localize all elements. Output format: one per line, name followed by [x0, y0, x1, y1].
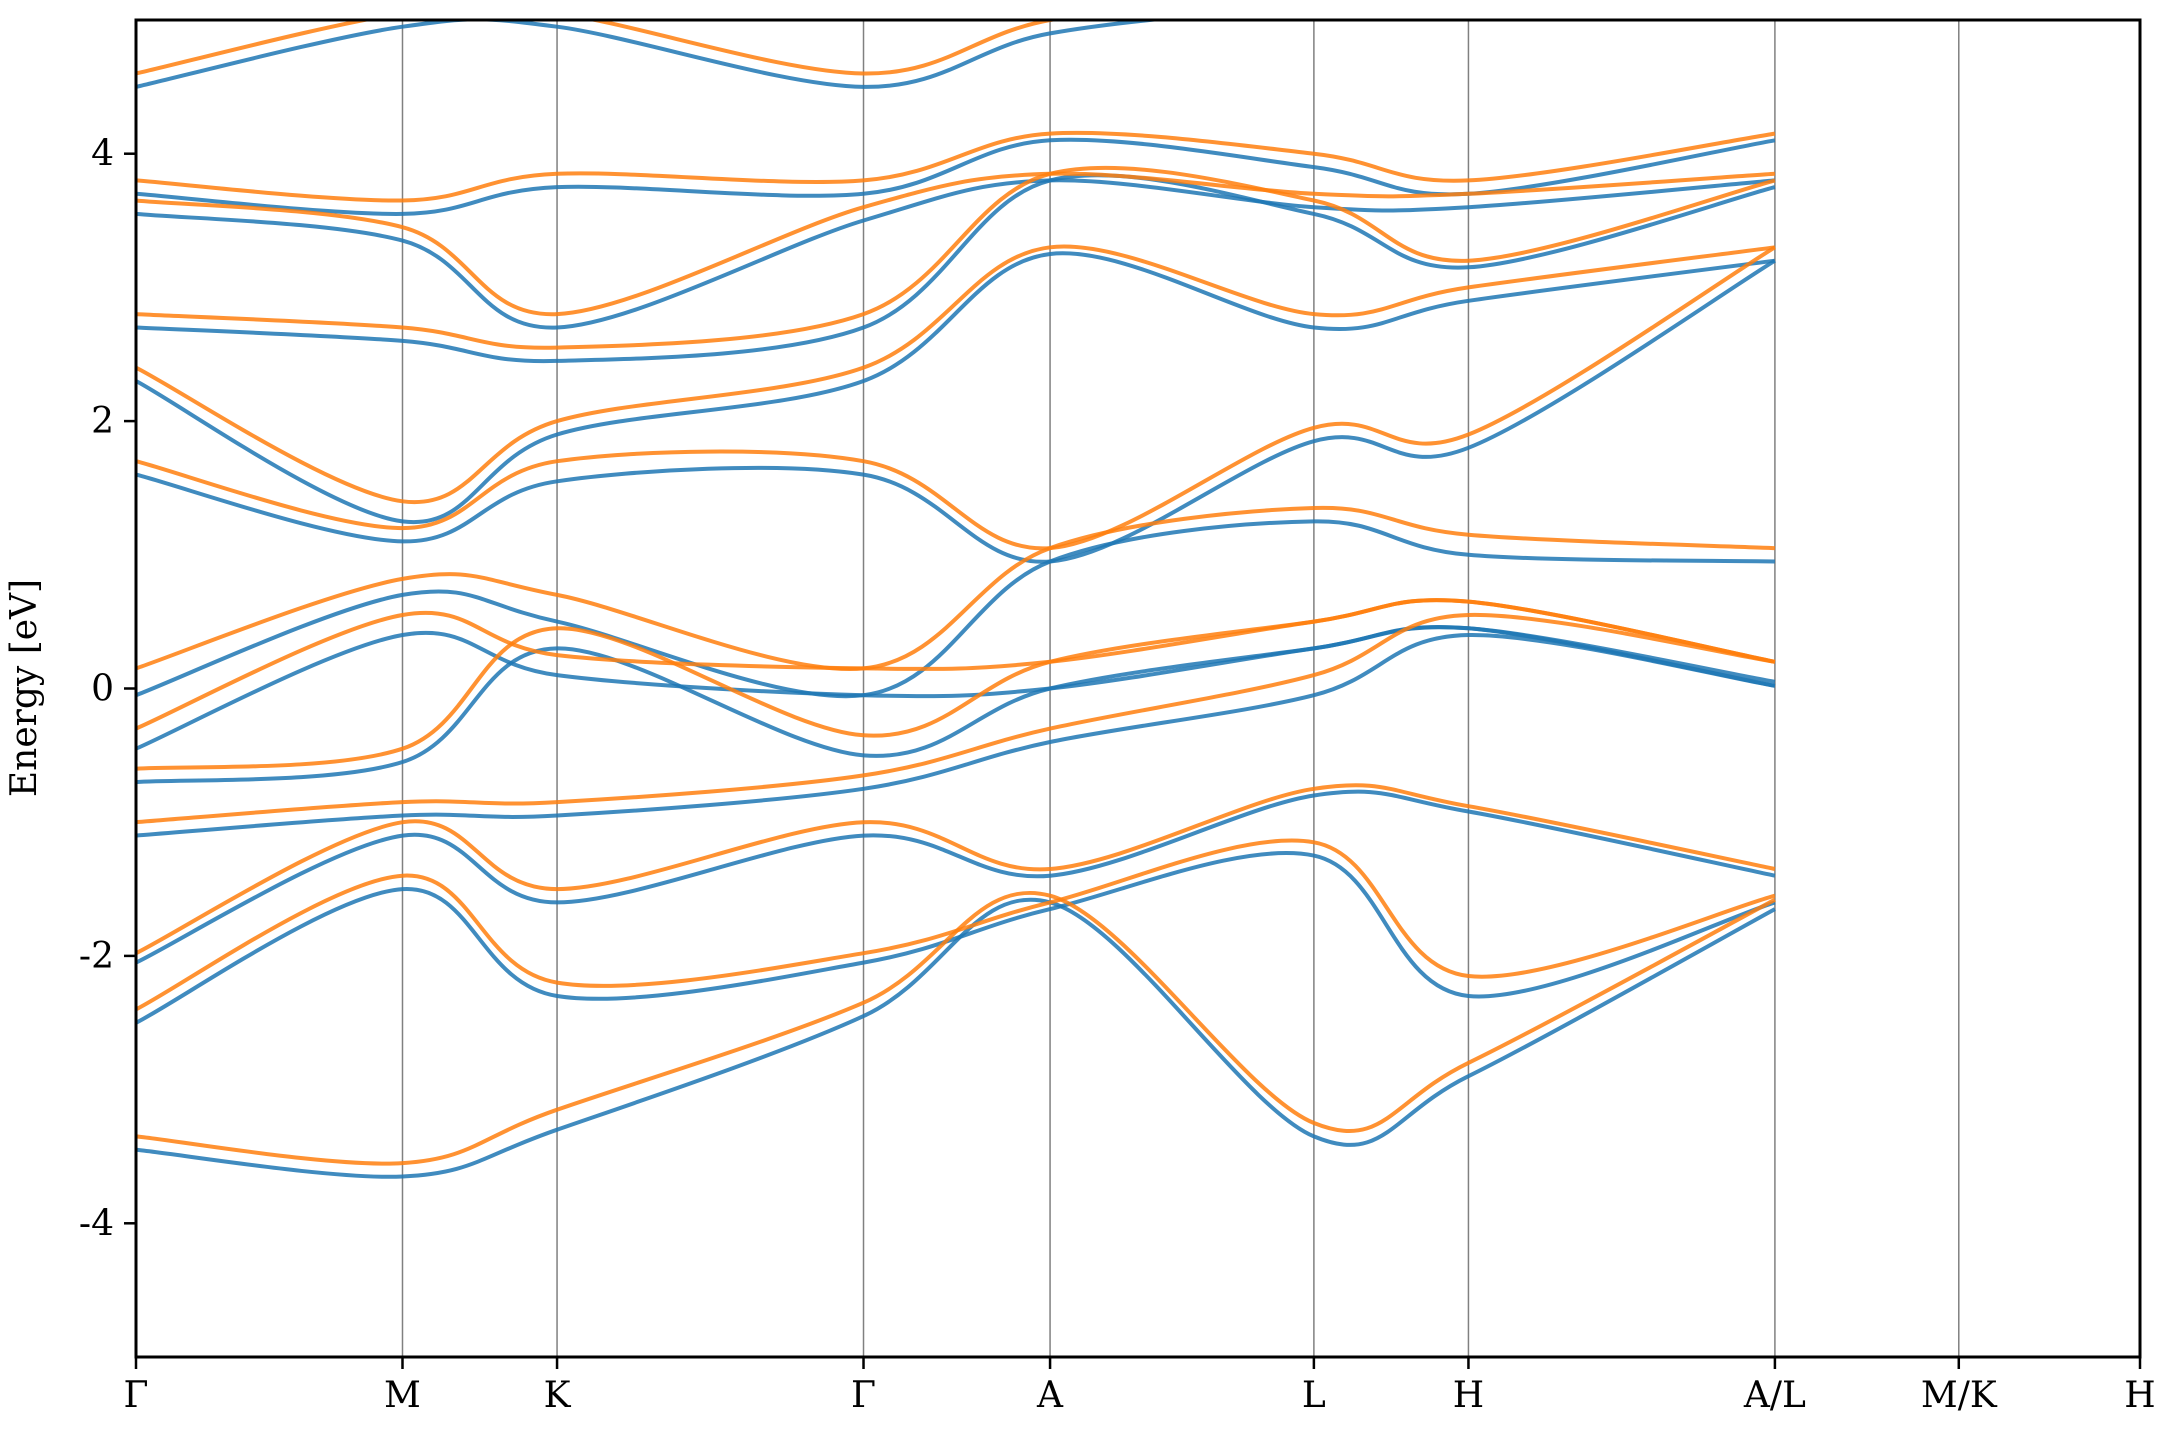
- band-line-series2: [136, 505, 1775, 672]
- y-tick-label: 2: [91, 401, 114, 442]
- band-line-series1: [136, 632, 1776, 838]
- x-tick-label: H: [2124, 1375, 2155, 1416]
- band-line-series1: [136, 625, 1776, 785]
- band-line-series2: [136, 171, 1776, 317]
- x-tick-label: A: [1036, 1375, 1064, 1416]
- y-tick-label: 4: [91, 134, 114, 175]
- band-line-series1: [136, 173, 1776, 364]
- band-line-series2: [136, 165, 1776, 350]
- x-tick-label: H: [1453, 1375, 1484, 1416]
- band-line-series1: [136, 851, 1776, 1025]
- band-line-series2: [136, 244, 1776, 505]
- band-line-series1: [136, 897, 1776, 1179]
- x-tick-label: L: [1302, 1375, 1326, 1416]
- band-line-series2: [136, 612, 1776, 825]
- band-line-series2: [136, 245, 1776, 551]
- x-tick-label: K: [544, 1375, 572, 1416]
- band-line-series2: [136, 838, 1776, 1012]
- band-line-series2: [136, 783, 1776, 955]
- x-tick-label: M: [384, 1375, 421, 1416]
- y-tick-label: 0: [91, 669, 114, 710]
- y-axis-label: Energy [eV]: [4, 579, 45, 797]
- x-axis-ticks: Γ M K Γ A L H A/L M/K H: [124, 1357, 2156, 1416]
- band-line-series1: [136, 178, 1776, 330]
- band-line-series2: [136, 20, 1063, 76]
- band-line-series2: [136, 598, 1776, 731]
- x-tick-label: A/L: [1743, 1375, 1806, 1416]
- band-line-series2: [136, 890, 1776, 1166]
- band-line-series1: [136, 519, 1775, 699]
- band-line-series1: [136, 258, 1776, 564]
- y-axis-ticks: -4 -2 0 2 4: [79, 134, 136, 1244]
- x-tick-label: Γ: [124, 1375, 149, 1416]
- x-tick-label: M/K: [1921, 1375, 1998, 1416]
- band-line-series2: [136, 130, 1776, 203]
- band-line-series1: [136, 20, 1171, 89]
- band-line-series1: [136, 251, 1776, 525]
- band-line-series1: [136, 624, 1776, 751]
- x-tick-label: Γ: [851, 1375, 876, 1416]
- band-line-series1: [136, 789, 1776, 965]
- y-tick-label: -4: [79, 1203, 114, 1244]
- band-lines: [136, 20, 1776, 1179]
- plot-frame: [134, 18, 2142, 1359]
- high-symmetry-lines: [401, 20, 1960, 1357]
- y-tick-label: -2: [79, 936, 114, 977]
- band-line-series2: [136, 598, 1776, 771]
